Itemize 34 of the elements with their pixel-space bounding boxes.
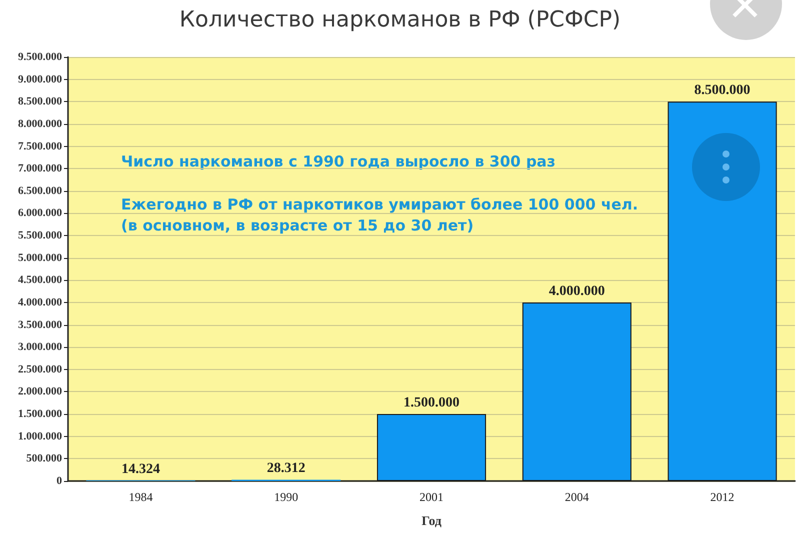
y-tick-label: 9.500.000 xyxy=(18,51,62,63)
y-tick-label: 2.000.000 xyxy=(18,386,62,398)
y-tick-label: 500.000 xyxy=(26,452,62,465)
y-tick-label: 5.000.000 xyxy=(18,252,62,264)
y-tick-label: 2.500.000 xyxy=(18,363,62,376)
y-tick-label: 0 xyxy=(56,475,62,487)
y-tick-label: 6.000.000 xyxy=(18,207,62,220)
y-tick-label: 5.500.000 xyxy=(18,230,62,242)
y-tick-label: 7.500.000 xyxy=(18,140,62,152)
y-tick-label: 4.500.000 xyxy=(18,274,62,286)
chart-title: Количество наркоманов в РФ (РСФСР) xyxy=(179,8,621,32)
y-tick-label: 1.000.000 xyxy=(18,430,62,442)
x-axis-title: Год xyxy=(422,513,442,528)
data-label: 28.312 xyxy=(266,461,306,476)
y-tick-label: 4.000.000 xyxy=(18,296,62,308)
x-tick-label: 2012 xyxy=(710,490,734,504)
y-tick-label: 6.500.000 xyxy=(18,184,62,197)
annotation: Ежегодно в РФ от наркотиков умирают более 100 000 чел. (в основном, в возрасте от 15 до 30 лет) xyxy=(121,196,638,234)
x-tick-label: 2001 xyxy=(420,490,444,504)
y-tick-label: 8.000.000 xyxy=(18,118,62,130)
y-tick-label: 3.000.000 xyxy=(18,341,62,354)
data-label: 4.000.000 xyxy=(548,284,605,299)
y-tick-label: 7.000.000 xyxy=(18,162,62,175)
y-tick-label: 1.500.000 xyxy=(18,408,62,420)
x-tick-label: 1984 xyxy=(128,490,153,504)
x-tick-label: 2004 xyxy=(564,490,589,504)
x-tick-label: 1990 xyxy=(274,490,298,504)
y-tick-label: 9.000.000 xyxy=(18,73,62,86)
y-tick-label: 3.500.000 xyxy=(18,318,62,331)
data-label: 14.324 xyxy=(121,462,160,477)
annotation: Число наркоманов с 1990 года выросло в 300 раз xyxy=(121,152,556,170)
data-label: 8.500.000 xyxy=(694,83,750,98)
y-tick-label: 8.500.000 xyxy=(18,96,62,108)
data-label: 1.500.000 xyxy=(404,396,460,411)
